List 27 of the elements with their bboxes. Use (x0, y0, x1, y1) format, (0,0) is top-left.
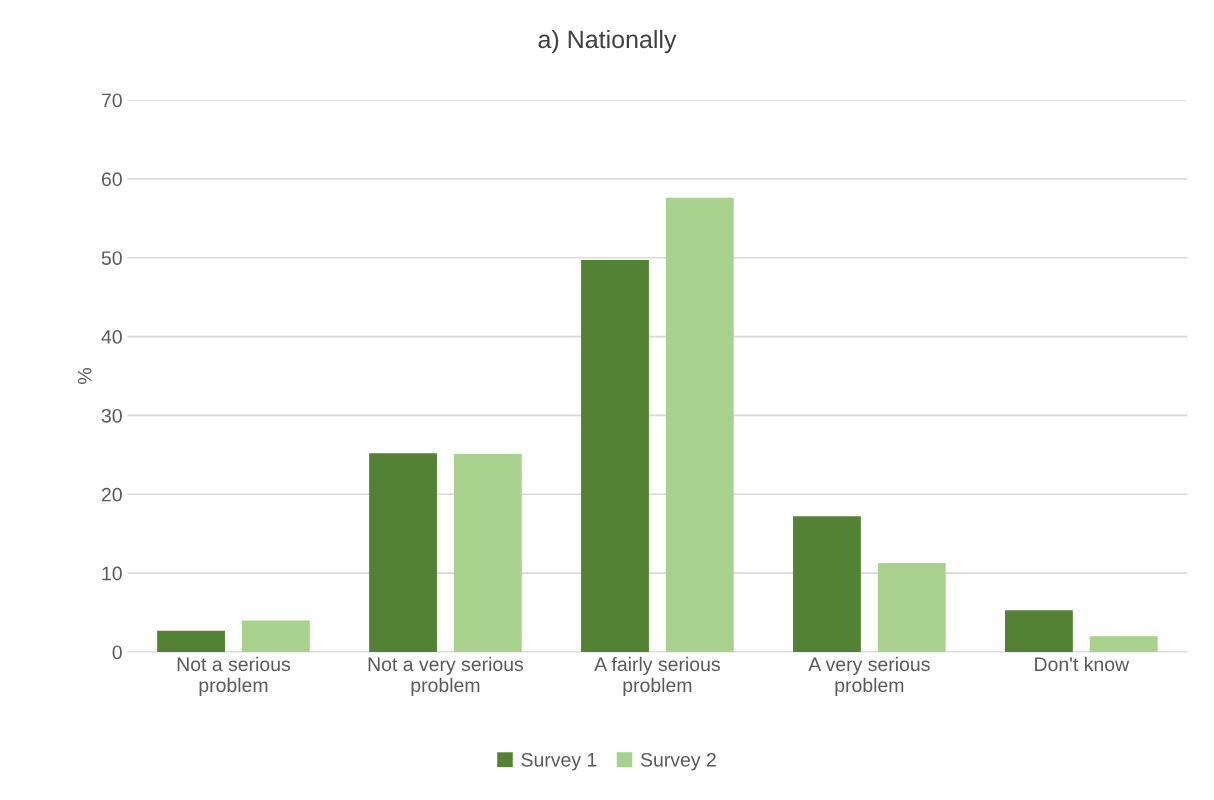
chart-title: a) Nationally (538, 29, 677, 54)
bar (665, 197, 734, 652)
bar (1005, 610, 1073, 652)
y-tick-label: 60 (101, 172, 122, 187)
x-tick-label: Don't know (1035, 656, 1130, 672)
bar (369, 453, 437, 652)
x-tick-label: Not a very serious problem (368, 656, 524, 696)
y-tick-label: 70 (101, 93, 122, 108)
y-tick-label: 10 (102, 566, 122, 581)
x-tick-label: A very serious problem (808, 656, 930, 696)
bar (241, 620, 310, 652)
bar (877, 562, 946, 652)
bar (581, 260, 649, 652)
x-tick-label: A fairly serious problem (594, 656, 720, 696)
y-axis-title: % (77, 368, 92, 384)
bar (157, 630, 225, 652)
bar (453, 454, 522, 652)
legend-label: Survey 1 (521, 752, 597, 771)
y-tick-label: 50 (101, 251, 122, 265)
x-tick-label: Not a serious problem (177, 656, 291, 696)
y-tick-label: 30 (101, 408, 122, 423)
y-tick-label: 20 (101, 487, 122, 502)
y-tick-label: 0 (112, 645, 122, 660)
y-tick-label: 40 (101, 330, 122, 344)
legend-label: Survey 2 (640, 752, 716, 771)
bar (793, 516, 861, 652)
bar (1089, 636, 1158, 652)
